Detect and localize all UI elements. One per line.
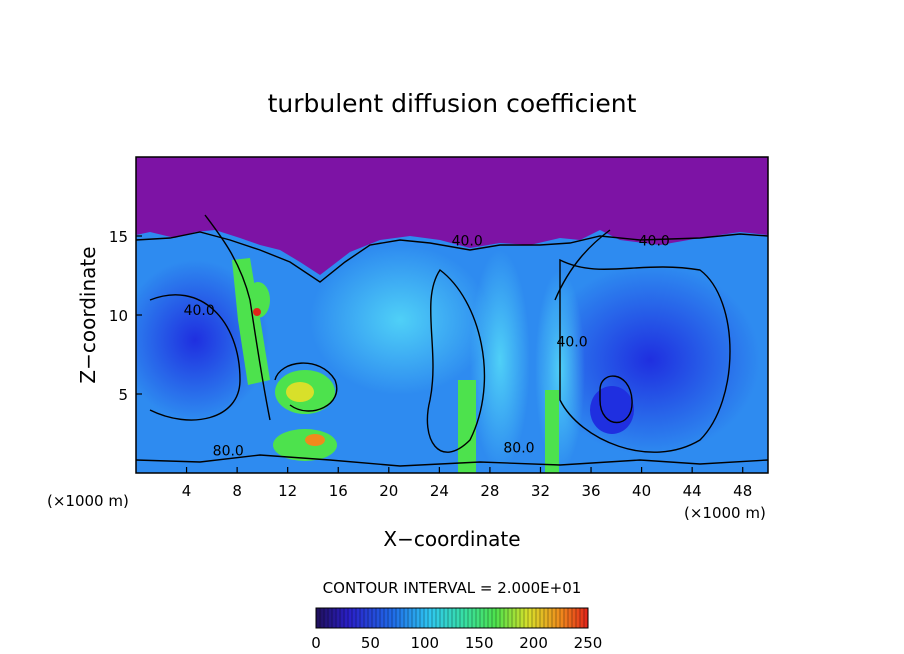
x-tick-label: 24	[430, 482, 449, 500]
colorbar-stripes	[319, 608, 585, 628]
green-column-center	[458, 380, 476, 473]
x-unit-left: (×1000 m)	[47, 492, 129, 510]
x-tick-label: 32	[531, 482, 550, 500]
orange-spot-bottom	[305, 434, 325, 446]
red-spot	[253, 308, 261, 316]
contour-label: 80.0	[503, 440, 534, 456]
contour-label: 40.0	[556, 335, 587, 351]
green-column-right	[545, 390, 559, 473]
colorbar-tick-label: 50	[361, 634, 380, 652]
heatmap-field: 40.0 40.0 40.0 40.0 80.0 80.0	[136, 157, 768, 473]
colorbar-tick-label: 0	[311, 634, 321, 652]
contour-top-boundary	[136, 231, 768, 283]
x-tick-label: 44	[683, 482, 702, 500]
colorbar-tick-label: 250	[574, 634, 603, 652]
x-tick-label: 36	[581, 482, 600, 500]
x-tick-label: 8	[232, 482, 242, 500]
contour-right-plume	[554, 229, 611, 301]
x-axis-label: X−coordinate	[383, 527, 520, 551]
contour-label: 40.0	[184, 303, 215, 319]
contour-bottom-line	[136, 454, 768, 467]
y-tick-label: 15	[109, 228, 128, 246]
y-tick-label: 10	[109, 307, 128, 325]
y-axis-label: Z−coordinate	[76, 246, 100, 383]
blue-core-right	[590, 386, 634, 434]
x-tick-label: 48	[733, 482, 752, 500]
x-tick-label: 4	[182, 482, 192, 500]
contour-mid-swirl	[274, 362, 338, 412]
x-tick-label: 20	[379, 482, 398, 500]
contour-left-loop	[149, 294, 241, 421]
cyan-band-center	[470, 250, 530, 470]
colorbar-tick-label: 200	[519, 634, 548, 652]
contour-label: 40.0	[452, 233, 483, 249]
y-tick-label: 5	[118, 386, 128, 404]
x-tick-label: 40	[632, 482, 651, 500]
x-tick-label: 12	[278, 482, 297, 500]
green-plume-column	[232, 258, 270, 385]
contour-plume-line	[204, 214, 271, 421]
x-tick-label: 28	[480, 482, 499, 500]
colorbar-tick-label: 150	[465, 634, 494, 652]
x-unit-right: (×1000 m)	[684, 504, 766, 522]
contour-center-loop	[426, 268, 486, 453]
colorbar-tick-label: 100	[410, 634, 439, 652]
contour-label: 40.0	[639, 233, 670, 249]
contour-label: 80.0	[213, 444, 244, 460]
contour-right-loop	[559, 258, 731, 453]
purple-top-layer	[136, 157, 768, 275]
blue-region-center	[310, 245, 490, 395]
chart-title: turbulent diffusion coefficient	[268, 89, 637, 118]
x-tick-label: 16	[329, 482, 348, 500]
contour-interval-label: CONTOUR INTERVAL = 2.000E+01	[323, 579, 582, 597]
contour-vortex-right	[599, 375, 633, 424]
yellow-swirl-mid	[286, 382, 314, 402]
